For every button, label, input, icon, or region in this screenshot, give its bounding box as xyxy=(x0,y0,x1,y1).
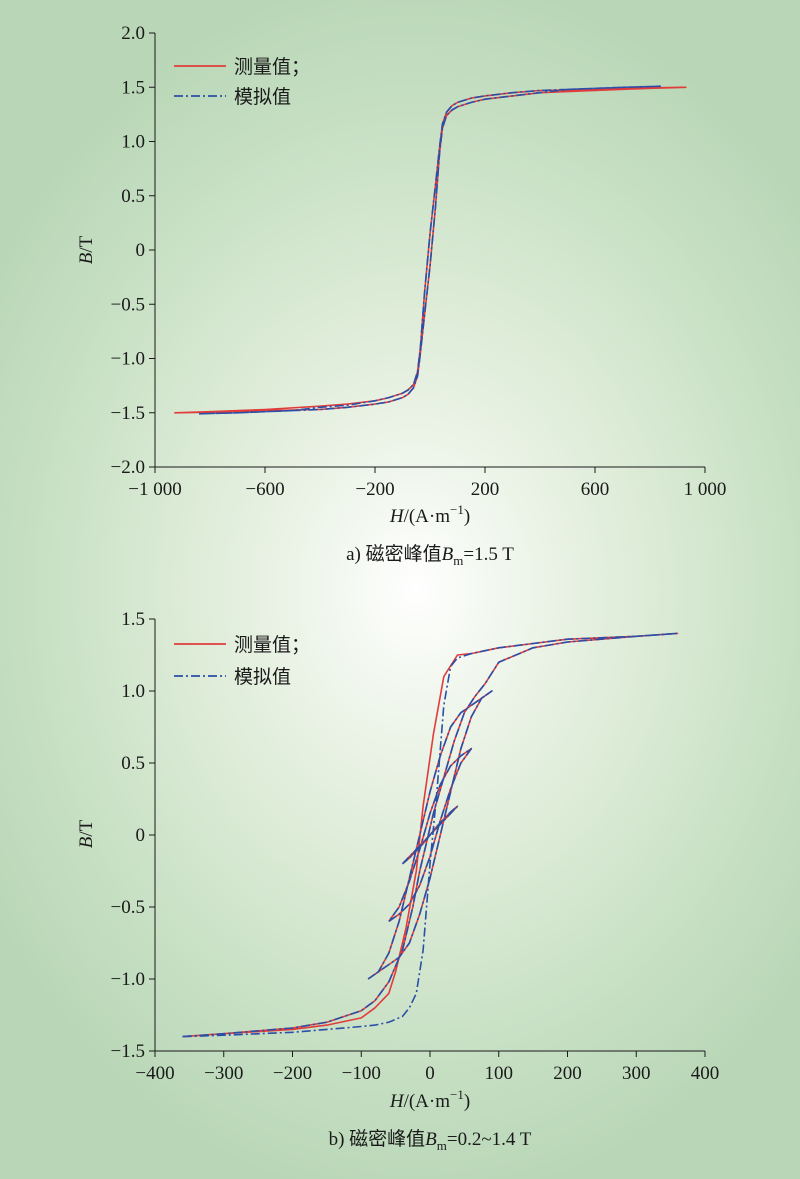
chart-a-y-tick-label: 0 xyxy=(136,240,146,261)
chart-a-y-tick-label: 0.5 xyxy=(121,186,145,207)
chart-b-series xyxy=(182,632,679,1038)
chart-b-caption-prefix: b) 磁密峰值 xyxy=(329,1128,426,1150)
chart-a: −1 000 −600 −200 200 600 1 000 2.0 1.5 1.0 0.5 0 −0… xyxy=(76,23,726,568)
chart-b-legend-simulated-label: 模拟值 xyxy=(234,666,291,688)
chart-a-caption-prefix: a) 磁密峰值 xyxy=(346,543,442,565)
chart-b-x-tick-label: −400 xyxy=(135,1063,174,1084)
chart-b-y-axis-unit: /T xyxy=(76,819,97,836)
chart-a-caption-sub: m xyxy=(453,553,463,568)
chart-a-y-axis-title: B/T xyxy=(76,235,97,264)
chart-b: −400 −300 −200 −100 0 100 200 300 4001.51.00.50−… xyxy=(76,609,719,1153)
chart-b-y-tick-label: 0.5 xyxy=(121,753,145,774)
chart-a-x-tick-label: 200 xyxy=(471,479,500,500)
chart-b-y-tick-label: 0 xyxy=(136,825,146,846)
chart-b-caption-sub: m xyxy=(437,1138,447,1153)
chart-b-x-tick-label: 400 xyxy=(691,1063,720,1084)
chart-b-x-axis-var: H xyxy=(389,1091,405,1112)
chart-a-y-tick-label: 2.0 xyxy=(121,23,145,44)
chart-b-x-tick-label: 300 xyxy=(622,1063,651,1084)
chart-b-x-tick-label: 0 xyxy=(425,1063,435,1084)
chart-a-x-tick-label: −600 xyxy=(245,479,284,500)
chart-b-x-axis-close: ) xyxy=(464,1091,470,1112)
chart-a-x-tick-label: −1 000 xyxy=(128,479,181,500)
chart-a-x-tick-label: 1 000 xyxy=(684,479,727,500)
chart-b-y-tick-label: 1.0 xyxy=(121,681,145,702)
chart-a-y-tick-label: 1.0 xyxy=(121,132,145,153)
chart-a-x-axis-var: H xyxy=(389,506,405,527)
chart-b-legend-measured-label: 测量值； xyxy=(234,634,310,656)
chart-b-x-axis-sup: −1 xyxy=(450,1087,464,1102)
chart-b-legend: 测量值； 模拟值 xyxy=(174,634,310,688)
chart-a-series xyxy=(174,85,687,415)
chart-a-y-tick-label: −2.0 xyxy=(111,457,145,478)
chart-a-measured-line xyxy=(174,86,687,414)
chart-b-y-axis-title: B/T xyxy=(76,819,97,848)
chart-a-simulated-line xyxy=(198,85,662,415)
chart-a-y-tick-label: −0.5 xyxy=(111,294,145,315)
chart-b-y-tick-label: −1.0 xyxy=(111,969,145,990)
chart-b-x-axis-title: H/(A·m−1) xyxy=(389,1087,470,1112)
chart-b-ticks: −400 −300 −200 −100 0 100 200 300 400 1.5 1.0 0.5 0 −… xyxy=(111,609,720,1084)
chart-a-y-axis-unit: /T xyxy=(76,235,97,252)
chart-a-caption-var: B xyxy=(442,544,454,565)
chart-a-x-axis-close: ) xyxy=(464,506,470,527)
chart-a-y-tick-label: −1.5 xyxy=(111,403,145,424)
chart-b-minor-loop-1-simulated-line xyxy=(388,747,473,923)
chart-a-x-axis-title: H/(A·m−1) xyxy=(389,502,470,527)
chart-a-x-axis-sup: −1 xyxy=(450,502,464,517)
chart-b-y-tick-label: −1.5 xyxy=(111,1041,145,1062)
chart-b-x-axis-unit: /(A·m xyxy=(404,1091,451,1112)
chart-b-x-tick-label: 200 xyxy=(553,1063,582,1084)
chart-b-simulated-line xyxy=(182,632,679,1038)
chart-a-legend: 测量值； 模拟值 xyxy=(174,56,310,108)
chart-a-y-axis-var: B xyxy=(76,252,97,264)
chart-b-caption: b) 磁密峰值Bm=0.2~1.4 T xyxy=(329,1128,532,1153)
chart-b-x-tick-label: −300 xyxy=(204,1063,243,1084)
chart-a-x-tick-label: 600 xyxy=(581,479,610,500)
chart-b-y-tick-label: −0.5 xyxy=(111,897,145,918)
chart-b-x-tick-label: −200 xyxy=(273,1063,312,1084)
chart-a-x-tick-label: −200 xyxy=(355,479,394,500)
chart-a-caption: a) 磁密峰值Bm=1.5 T xyxy=(346,543,514,568)
chart-a-y-tick-label: 1.5 xyxy=(121,77,145,98)
chart-a-legend-measured-label: 测量值； xyxy=(234,56,310,78)
chart-a-ticks: −1 000 −600 −200 200 600 1 000 2.0 1.5 1.0 0.5 0 −0… xyxy=(111,23,727,500)
chart-b-x-tick-label: 100 xyxy=(485,1063,514,1084)
chart-a-caption-suffix: =1.5 T xyxy=(463,544,514,565)
chart-b-minor-loop-0-simulated-line xyxy=(367,690,493,980)
chart-b-y-tick-label: 1.5 xyxy=(121,609,145,630)
chart-b-caption-suffix: =0.2~1.4 T xyxy=(447,1129,532,1150)
chart-b-x-tick-label: −100 xyxy=(342,1063,381,1084)
chart-b-y-axis-var: B xyxy=(76,836,97,848)
chart-a-legend-simulated-label: 模拟值 xyxy=(234,86,291,108)
chart-b-caption-var: B xyxy=(425,1129,437,1150)
chart-a-y-tick-label: −1.0 xyxy=(111,349,145,370)
chart-a-x-axis-unit: /(A·m xyxy=(404,506,451,527)
